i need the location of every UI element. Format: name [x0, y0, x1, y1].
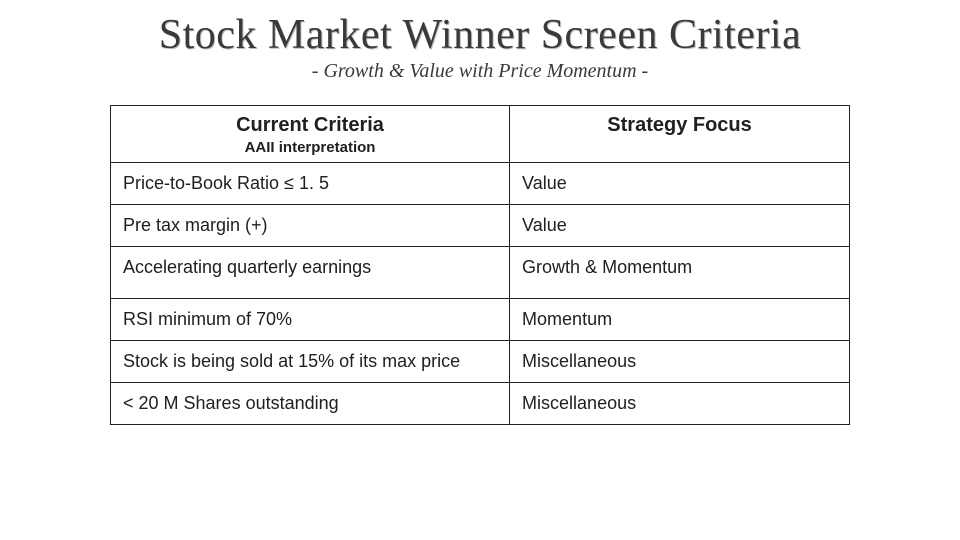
col-header-criteria-sublabel: AAII interpretation: [123, 139, 497, 156]
slide-container: Stock Market Winner Screen Criteria - Gr…: [0, 0, 960, 540]
table-row: Price-to-Book Ratio ≤ 1. 5 Value: [111, 163, 850, 205]
cell-focus: Miscellaneous: [510, 341, 850, 383]
cell-criteria: Stock is being sold at 15% of its max pr…: [111, 341, 510, 383]
cell-criteria: Pre tax margin (+): [111, 205, 510, 247]
cell-criteria: RSI minimum of 70%: [111, 299, 510, 341]
cell-focus: Growth & Momentum: [510, 247, 850, 299]
cell-criteria: < 20 M Shares outstanding: [111, 383, 510, 425]
slide-subtitle: - Growth & Value with Price Momentum -: [60, 60, 900, 83]
cell-focus: Value: [510, 205, 850, 247]
slide-title: Stock Market Winner Screen Criteria: [60, 12, 900, 58]
cell-focus: Momentum: [510, 299, 850, 341]
col-header-focus: Strategy Focus: [510, 106, 850, 163]
table-row: Stock is being sold at 15% of its max pr…: [111, 341, 850, 383]
table-row: RSI minimum of 70% Momentum: [111, 299, 850, 341]
cell-focus: Miscellaneous: [510, 383, 850, 425]
criteria-table: Current Criteria AAII interpretation Str…: [110, 105, 850, 425]
col-header-focus-label: Strategy Focus: [607, 114, 751, 136]
cell-criteria: Accelerating quarterly earnings: [111, 247, 510, 299]
cell-focus: Value: [510, 163, 850, 205]
col-header-criteria: Current Criteria AAII interpretation: [111, 106, 510, 163]
table-header-row: Current Criteria AAII interpretation Str…: [111, 106, 850, 163]
table-row: < 20 M Shares outstanding Miscellaneous: [111, 383, 850, 425]
table-row: Accelerating quarterly earnings Growth &…: [111, 247, 850, 299]
cell-criteria: Price-to-Book Ratio ≤ 1. 5: [111, 163, 510, 205]
table-row: Pre tax margin (+) Value: [111, 205, 850, 247]
col-header-criteria-label: Current Criteria: [236, 114, 384, 136]
